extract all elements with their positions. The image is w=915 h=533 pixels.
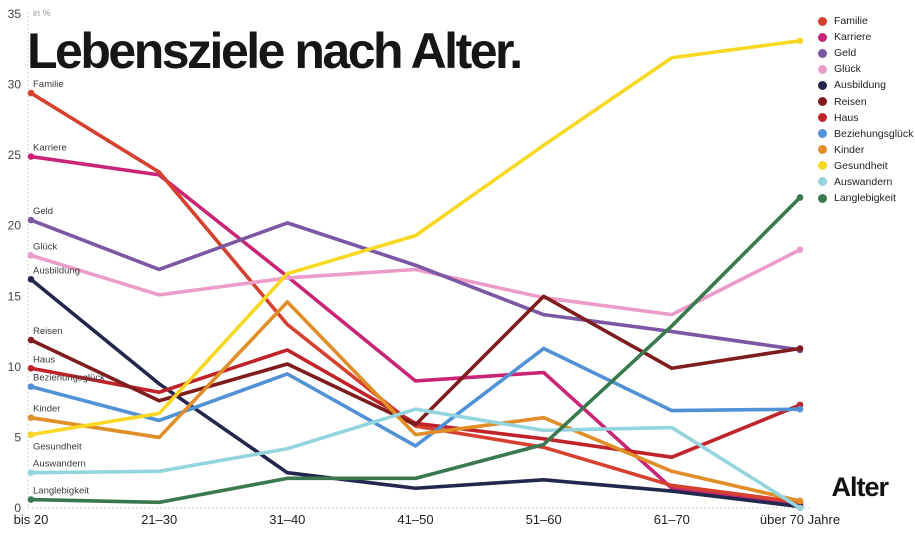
x-tick-label: 31–40 bbox=[269, 512, 305, 527]
series-endpoint-Kinder bbox=[796, 497, 804, 505]
series-endpoint-Glück bbox=[27, 252, 35, 259]
series-endpoint-Reisen bbox=[27, 336, 35, 344]
series-line-Ausbildung bbox=[29, 277, 802, 509]
y-tick-label: 20 bbox=[8, 219, 22, 233]
y-tick-label: 0 bbox=[14, 501, 21, 515]
legend-dot-Ausbildung bbox=[818, 80, 827, 90]
x-tick-label: 61–70 bbox=[654, 512, 690, 527]
legend-item-Karriere: Karriere bbox=[814, 29, 914, 45]
series-line-Familie bbox=[29, 91, 802, 505]
series-endpoint-Auswandern bbox=[796, 504, 804, 512]
legend-item-Reisen: Reisen bbox=[814, 93, 914, 109]
x-tick-label: über 70 Jahre bbox=[760, 512, 840, 527]
legend-item-Langlebigkeit: Langlebigkeit bbox=[814, 190, 914, 206]
series-endpoint-Langlebigkeit bbox=[27, 496, 35, 503]
legend-label: Ausbildung bbox=[834, 79, 886, 92]
legend-item-Auswandern: Auswandern bbox=[814, 174, 914, 190]
series-start-label: Ausbildung bbox=[33, 265, 80, 276]
legend: Familie Karriere Geld Glück Ausbildung Reisen… bbox=[814, 13, 914, 206]
legend-dot-Reisen bbox=[818, 97, 827, 107]
legend-item-Beziehungsglück: Beziehungsglück bbox=[814, 126, 914, 142]
series-start-label: Kinder bbox=[33, 404, 60, 415]
page-title: Lebensziele nach Alter. bbox=[27, 23, 523, 79]
series-endpoint-Gesundheit bbox=[27, 431, 35, 438]
x-tick-label: 51–60 bbox=[526, 512, 562, 527]
series-endpoint-Langlebigkeit bbox=[796, 194, 804, 201]
series-endpoint-Karriere bbox=[27, 153, 35, 160]
legend-dot-Auswandern bbox=[818, 177, 827, 187]
y-axis-unit-label: in % bbox=[33, 8, 51, 18]
series-line-Gesundheit bbox=[29, 39, 802, 437]
series-start-label: Auswandern bbox=[33, 459, 86, 470]
series-line-Glück bbox=[29, 247, 802, 317]
x-tick-label: 21–30 bbox=[141, 512, 177, 527]
legend-label: Geld bbox=[834, 47, 857, 60]
series-start-label: Karriere bbox=[33, 143, 67, 154]
legend-label: Auswandern bbox=[834, 175, 893, 188]
legend-dot-Beziehungsglück bbox=[818, 129, 827, 139]
legend-item-Kinder: Kinder bbox=[814, 142, 914, 158]
series-endpoint-Ausbildung bbox=[27, 276, 35, 283]
legend-item-Glück: Glück bbox=[814, 61, 914, 77]
y-tick-label: 15 bbox=[8, 289, 22, 303]
legend-label: Langlebigkeit bbox=[834, 192, 896, 205]
series-endpoint-Geld bbox=[27, 216, 35, 224]
legend-dot-Geld bbox=[818, 48, 827, 58]
series-endpoint-Reisen bbox=[796, 345, 804, 352]
series-start-label: Gesundheit bbox=[33, 442, 82, 453]
legend-item-Gesundheit: Gesundheit bbox=[814, 158, 914, 174]
legend-item-Haus: Haus bbox=[814, 110, 914, 126]
series-endpoint-Haus bbox=[27, 364, 35, 372]
y-tick-label: 35 bbox=[8, 7, 22, 21]
legend-dot-Gesundheit bbox=[818, 161, 827, 171]
series-line-Karriere bbox=[29, 154, 802, 507]
legend-label: Reisen bbox=[834, 95, 867, 108]
legend-label: Familie bbox=[834, 15, 868, 28]
y-tick-label: 5 bbox=[14, 430, 21, 444]
series-start-label: Geld bbox=[33, 206, 53, 217]
legend-dot-Familie bbox=[818, 16, 827, 26]
series-line-Geld bbox=[29, 218, 802, 352]
series-start-label: Haus bbox=[33, 354, 55, 365]
legend-label: Haus bbox=[834, 111, 859, 124]
legend-dot-Langlebigkeit bbox=[818, 193, 827, 203]
legend-dot-Kinder bbox=[818, 145, 827, 155]
legend-dot-Karriere bbox=[818, 32, 827, 42]
series-start-label: Reisen bbox=[33, 326, 63, 337]
legend-item-Familie: Familie bbox=[814, 13, 914, 29]
series-line-Auswandern bbox=[29, 407, 802, 510]
x-tick-label: 41–50 bbox=[397, 512, 433, 527]
legend-label: Glück bbox=[834, 63, 861, 76]
series-endpoint-Glück bbox=[796, 246, 804, 254]
legend-dot-Glück bbox=[818, 64, 827, 74]
y-tick-label: 10 bbox=[8, 360, 22, 374]
series-start-label: Familie bbox=[33, 79, 64, 90]
legend-dot-Haus bbox=[818, 113, 827, 123]
series-line-Beziehungsglück bbox=[29, 346, 802, 448]
series-endpoint-Beziehungsglück bbox=[796, 405, 804, 413]
series-line-Langlebigkeit bbox=[29, 195, 802, 505]
legend-label: Karriere bbox=[834, 31, 872, 44]
y-tick-label: 30 bbox=[8, 78, 22, 92]
x-tick-label: bis 20 bbox=[14, 512, 49, 527]
x-axis-title: Alter bbox=[831, 472, 889, 502]
series-start-label: Langlebigkeit bbox=[33, 486, 89, 497]
y-tick-label: 25 bbox=[8, 148, 22, 162]
legend-item-Ausbildung: Ausbildung bbox=[814, 77, 914, 93]
series-start-label: Glück bbox=[33, 241, 58, 252]
legend-label: Gesundheit bbox=[834, 159, 888, 172]
legend-label: Kinder bbox=[834, 143, 865, 156]
legend-label: Beziehungsglück bbox=[834, 127, 914, 140]
series-endpoint-Beziehungsglück bbox=[27, 383, 35, 390]
series-endpoint-Auswandern bbox=[27, 469, 35, 477]
series-line-Reisen bbox=[29, 294, 802, 427]
series-endpoint-Familie bbox=[27, 89, 35, 97]
series-start-label: Beziehungsglück bbox=[33, 373, 105, 384]
series-line-Kinder bbox=[29, 300, 802, 503]
series-endpoint-Kinder bbox=[27, 414, 35, 421]
legend-item-Geld: Geld bbox=[814, 45, 914, 61]
series-endpoint-Gesundheit bbox=[796, 37, 804, 45]
